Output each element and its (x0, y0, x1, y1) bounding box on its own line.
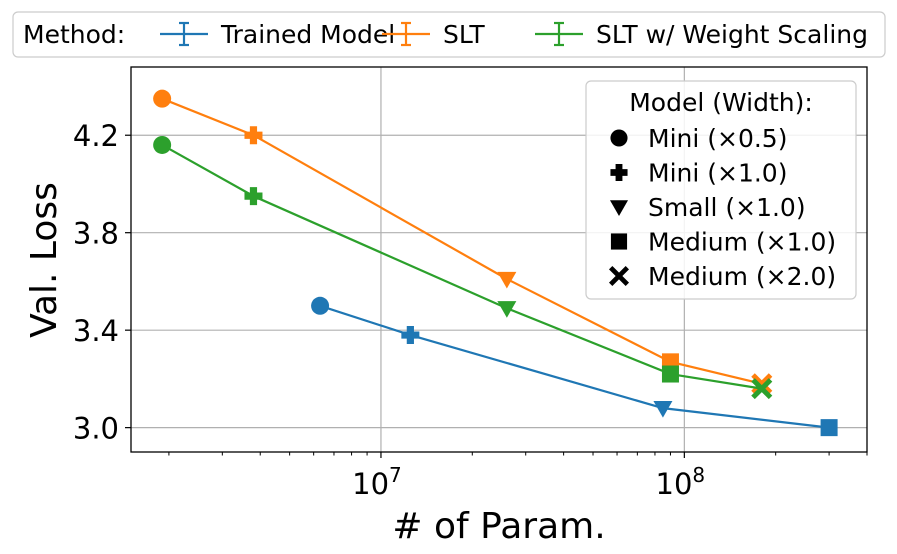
method-legend-entry: Trained Model (160, 20, 395, 49)
y-axis-label: Val. Loss (24, 182, 65, 338)
model-legend-frame (585, 80, 857, 300)
data-point-x (751, 378, 773, 400)
data-point-triangle-down (653, 401, 673, 418)
y-tick-label: 4.2 (73, 119, 119, 153)
data-point-circle (153, 135, 172, 154)
data-point-plus (401, 326, 420, 345)
method-legend-label: SLT (443, 20, 485, 49)
method-legend: Method: Trained Model SLT SLT w/ Weight Sc… (12, 11, 886, 58)
model-legend-label: Medium (×1.0) (648, 228, 836, 257)
model-legend-label: Mini (×1.0) (648, 159, 787, 188)
method-legend-entry: SLT (382, 20, 485, 49)
y-tick-label: 3.8 (73, 217, 119, 251)
model-legend-label: Mini (×0.5) (648, 124, 787, 153)
method-legend-entry: SLT w/ Weight Scaling (535, 20, 868, 49)
data-point-plus (244, 187, 263, 206)
method-legend-label: Trained Model (220, 20, 395, 49)
x-tick-label: 108 (656, 463, 706, 501)
series-trained-model (311, 296, 838, 437)
series-slt (153, 89, 773, 395)
y-tick-label: 3.4 (73, 314, 119, 348)
x-axis-label: # of Param. (392, 506, 605, 547)
data-point-circle (153, 89, 172, 108)
model-legend-label: Small (×1.0) (648, 193, 806, 222)
y-tick-label: 3.0 (73, 412, 119, 446)
model-legend-entry: Medium (×1.0) (610, 228, 836, 257)
legend-marker-circle (610, 129, 628, 147)
series-slt-w-weight-scaling (153, 135, 773, 400)
axis-ticks: 3.0 3.4 3.8 4.2 107 108 (73, 119, 868, 501)
data-point-square (661, 365, 679, 383)
method-legend-label: SLT w/ Weight Scaling (596, 20, 868, 49)
model-legend-entry: Mini (×1.0) (610, 159, 787, 188)
plot-frame (130, 66, 868, 453)
method-legend-title: Method: (23, 20, 125, 49)
data-point-triangle-down (497, 271, 517, 289)
data-point-square (820, 419, 838, 437)
method-legend-frame (12, 11, 886, 58)
legend-marker-triangle-down (609, 200, 629, 217)
series-layer (153, 89, 838, 437)
legend-marker-x (608, 265, 630, 287)
model-legend-title: Model (Width): (629, 88, 813, 117)
model-legend-entry: Medium (×2.0) (608, 262, 836, 291)
model-legend: Model (Width): Mini (×0.5) Mini (×1.0) Sma… (585, 80, 857, 300)
x-tick-label: 107 (352, 463, 402, 501)
series-line (319, 304, 830, 429)
legend-marker-square (610, 233, 628, 250)
data-point-triangle-down (497, 301, 517, 318)
data-point-plus (244, 126, 263, 145)
model-legend-entry: Mini (×0.5) (610, 124, 787, 153)
model-legend-entry: Small (×1.0) (609, 193, 806, 222)
model-legend-label: Medium (×2.0) (648, 262, 836, 291)
legend-marker-plus (610, 163, 628, 182)
data-point-circle (311, 296, 330, 315)
